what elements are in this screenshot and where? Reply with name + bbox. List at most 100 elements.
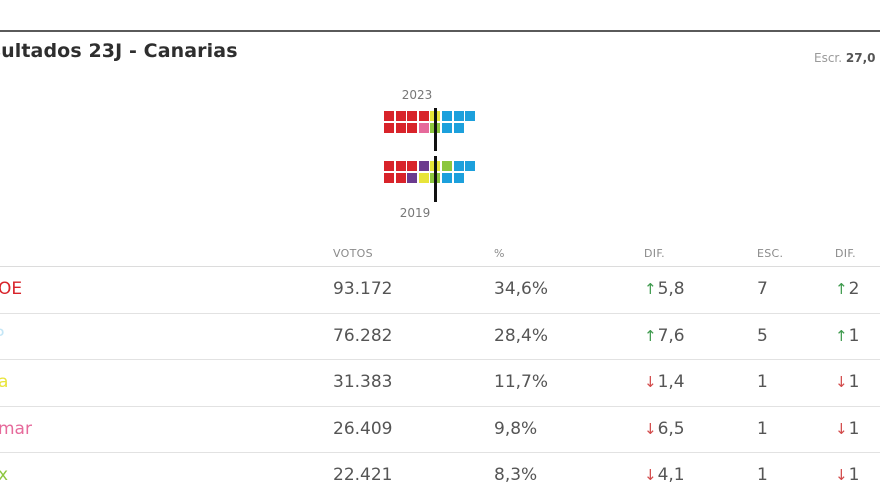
seat-empty — [465, 173, 475, 183]
escrutinio-value: 27,0 — [845, 51, 876, 65]
vote-diff: ↑7,6 — [644, 326, 685, 346]
seat-psoe — [384, 161, 394, 171]
vote-diff: ↓1,4 — [644, 372, 685, 392]
votes-value: 26.409 — [333, 418, 393, 439]
votes-value: 31.383 — [333, 372, 393, 392]
arrow-up-icon: ↑ — [644, 280, 657, 298]
seat-psoe — [395, 161, 406, 171]
seat-psoe — [407, 122, 418, 133]
seat-empty — [477, 111, 487, 121]
seat-pp — [453, 172, 464, 183]
header-votos: VOTOS — [333, 247, 373, 260]
header-seats: ESC. — [757, 247, 784, 260]
seat-diff: ↑1 — [835, 326, 859, 346]
majority-line-2019 — [434, 156, 437, 202]
votes-value: 22.421 — [333, 465, 393, 485]
vote-diff-value: 4,1 — [657, 465, 685, 485]
seat-psoe — [395, 111, 406, 121]
seats-value: 1 — [757, 418, 768, 439]
seat-diff-value: 2 — [848, 279, 860, 299]
vote-diff: ↑5,8 — [644, 279, 685, 299]
seat-diff: ↑2 — [835, 279, 859, 299]
seat-psoe — [407, 161, 418, 171]
seats-value: 1 — [757, 372, 768, 392]
percent-value: 8,3% — [494, 465, 538, 485]
seat-psoe — [407, 111, 418, 121]
arrow-up-icon: ↑ — [835, 280, 848, 298]
seats-value: 7 — [757, 279, 768, 299]
seat-chart-year-2019: 2019 — [399, 206, 431, 220]
seat-psoe — [384, 111, 394, 121]
seat-pp — [465, 111, 476, 121]
escrutinio-label: Escr. — [814, 51, 843, 65]
results-table: VOTOS % DIF. ESC. DIF. OE 93.172 34,6% ↑… — [0, 243, 880, 495]
arrow-up-icon: ↑ — [835, 326, 848, 345]
seat-empty — [477, 161, 487, 171]
page-title-text: sultados 23J - Canarias — [0, 40, 238, 62]
seats-value: 5 — [757, 325, 768, 346]
vote-diff-value: 1,4 — [657, 372, 685, 392]
party-name: P — [0, 326, 4, 346]
seat-cc — [418, 172, 429, 183]
seat-sumar — [418, 122, 429, 133]
seat-pp — [453, 111, 464, 121]
arrow-down-icon: ↓ — [835, 419, 848, 438]
table-row: x 22.421 8,3% ↓4,1 1 ↓1 — [0, 453, 880, 495]
percent-value: 11,7% — [494, 372, 549, 392]
vote-diff: ↓4,1 — [644, 465, 685, 485]
percent-value: 34,6% — [494, 279, 549, 299]
arrow-down-icon: ↓ — [835, 373, 848, 391]
party-name: OE — [0, 279, 23, 299]
seat-empty — [477, 123, 487, 133]
seat-psoe — [395, 172, 406, 183]
table-row: mar 26.409 9,8% ↓6,5 1 ↓1 — [0, 407, 880, 453]
seat-diff-value: 1 — [848, 418, 860, 439]
party-name: a — [0, 372, 9, 392]
table-row: P 76.282 28,4% ↑7,6 5 ↑1 — [0, 314, 880, 360]
seat-psoe — [418, 111, 429, 121]
seat-diff: ↓1 — [835, 465, 859, 485]
page-title: Resultados 23J - Canarias — [0, 40, 238, 62]
votes-value: 76.282 — [333, 325, 393, 346]
seat-vox — [441, 161, 452, 171]
vote-diff-value: 5,8 — [657, 279, 685, 299]
arrow-down-icon: ↓ — [644, 373, 657, 391]
seat-podemos — [418, 161, 429, 171]
arrow-down-icon: ↓ — [644, 466, 657, 484]
seat-chart-year-2023: 2023 — [401, 88, 433, 102]
table-row: OE 93.172 34,6% ↑5,8 7 ↑2 — [0, 267, 880, 314]
arrow-down-icon: ↓ — [835, 466, 848, 484]
percent-value: 9,8% — [494, 418, 538, 439]
vote-diff-value: 7,6 — [657, 325, 685, 346]
table-header: VOTOS % DIF. ESC. DIF. — [0, 243, 880, 267]
arrow-down-icon: ↓ — [644, 419, 657, 438]
seat-diff-value: 1 — [848, 325, 860, 346]
votes-value: 93.172 — [333, 279, 393, 299]
vote-diff: ↓6,5 — [644, 419, 685, 439]
top-divider — [0, 30, 880, 32]
vote-diff-value: 6,5 — [657, 418, 685, 439]
seat-empty — [465, 123, 475, 133]
seat-psoe — [384, 122, 394, 133]
seat-pp — [453, 161, 464, 171]
escrutinio-status: Escr. 27,0 — [814, 51, 876, 65]
seat-pp — [441, 122, 452, 133]
seat-pp — [465, 161, 476, 171]
arrow-up-icon: ↑ — [644, 326, 657, 345]
seat-pp — [441, 111, 452, 121]
seat-diff-value: 1 — [848, 465, 860, 485]
seat-psoe — [395, 122, 406, 133]
seat-podemos — [407, 172, 418, 183]
seat-diff: ↓1 — [835, 419, 859, 439]
percent-value: 28,4% — [494, 325, 549, 346]
seat-diff-value: 1 — [848, 372, 860, 392]
seat-psoe — [384, 172, 394, 183]
header-percent: % — [494, 247, 505, 260]
seat-pp — [453, 122, 464, 133]
party-name: x — [0, 465, 9, 485]
header-seat-diff: DIF. — [835, 247, 856, 260]
table-row: a 31.383 11,7% ↓1,4 1 ↓1 — [0, 360, 880, 407]
seat-empty — [477, 173, 487, 183]
seat-pp — [441, 172, 452, 183]
majority-line-2023 — [434, 108, 437, 151]
